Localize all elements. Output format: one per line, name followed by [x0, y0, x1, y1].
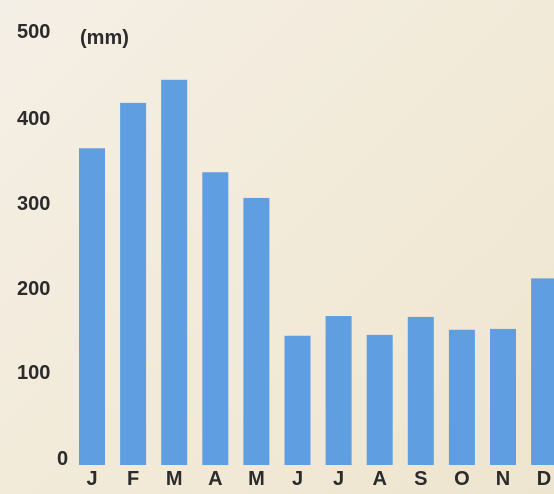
x-category-label: A — [208, 468, 222, 490]
x-category-label: S — [414, 468, 427, 490]
bar-4 — [202, 172, 229, 466]
x-category-label: J — [292, 468, 303, 490]
y-tick-label: 300 — [17, 193, 50, 215]
x-category-label: M — [166, 468, 183, 490]
bar-12 — [531, 278, 554, 465]
y-tick-label: 100 — [17, 362, 50, 384]
bars — [79, 79, 554, 466]
y-axis-ticks: 0 100 200 300 400 500 — [17, 21, 68, 470]
y-tick-label: 500 — [17, 21, 50, 43]
x-category-label: D — [537, 468, 551, 490]
bar-8 — [366, 334, 393, 465]
x-category-label: N — [496, 468, 510, 490]
bar-10 — [448, 329, 475, 465]
bar-9 — [407, 316, 434, 465]
x-category-label: J — [86, 468, 97, 490]
x-category-label: J — [333, 468, 344, 490]
bar-11 — [490, 328, 516, 465]
y-tick-label: 400 — [17, 108, 50, 130]
x-category-label: A — [372, 468, 386, 490]
bar-5 — [243, 197, 270, 466]
bar-7 — [325, 316, 352, 465]
y-tick-label: 0 — [57, 448, 68, 470]
bar-3 — [161, 79, 188, 466]
x-category-label: M — [248, 468, 265, 490]
bar-6 — [284, 335, 311, 465]
y-tick-label: 200 — [17, 278, 50, 300]
x-category-label: F — [127, 468, 139, 490]
bar-1 — [79, 148, 105, 465]
y-axis-unit-label: (mm) — [80, 27, 129, 49]
bar-2 — [120, 102, 147, 466]
x-category-label: O — [454, 468, 470, 490]
